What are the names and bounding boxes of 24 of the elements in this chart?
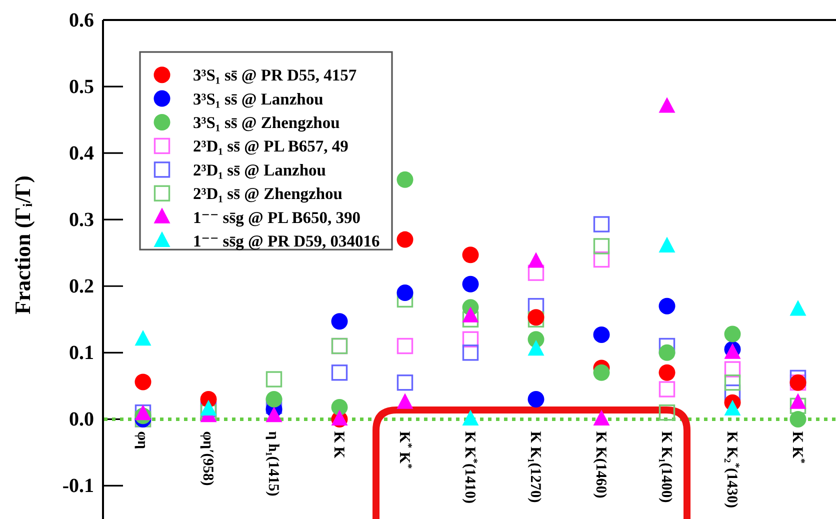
legend-label: 3³S₁ ss̄ @ Zhengzhou: [193, 113, 340, 132]
x-tick-label: φη: [134, 431, 150, 450]
x-tick-label: K K: [330, 431, 346, 459]
y-tick-label: 0.5: [69, 76, 94, 98]
legend-label: 1⁻⁻ ss̄g @ PL B650, 390: [193, 208, 361, 227]
legend-label: 3³S₁ ss̄ @ Lanzhou: [193, 89, 324, 108]
legend-label: 2³D₁ ss̄ @ Lanzhou: [193, 160, 326, 180]
y-tick-label: 0.3: [69, 209, 94, 231]
x-tick-label: φη′(958): [199, 431, 216, 486]
y-tick-label: -0.1: [62, 475, 94, 498]
y-tick-label: 0.0: [69, 408, 94, 431]
y-tick-label: 0.6: [69, 9, 94, 32]
legend-label: 2³D₁ ss̄ @ Zhengzhou: [193, 184, 342, 204]
x-tick-label: K K₁(1400): [658, 431, 674, 503]
y-tick-label: 0.2: [69, 276, 94, 298]
legend-label: 2³D₁ ss̄ @ PL B657, 49: [193, 136, 348, 156]
legend-label: 1⁻⁻ ss̄g @ PR D59, 034016: [193, 232, 380, 251]
legend-label: 3³S₁ ss̄ @ PR D55, 4157: [193, 66, 357, 85]
x-tick-label: K K(1460): [592, 431, 608, 498]
x-tick-label: η h₁(1415): [264, 431, 281, 496]
x-tick-label: K K₁(1270): [526, 431, 543, 503]
y-axis-title: Fraction (Γᵢ/Γ): [10, 176, 35, 314]
y-tick-label: 0.1: [69, 342, 94, 364]
y-tick-label: 0.4: [69, 142, 94, 164]
